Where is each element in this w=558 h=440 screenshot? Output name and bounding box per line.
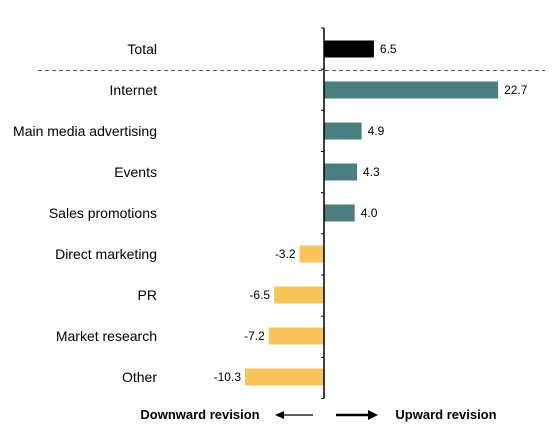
bar-other bbox=[245, 368, 324, 386]
bar-direct-marketing bbox=[299, 245, 324, 263]
category-label-other: Other bbox=[122, 369, 157, 385]
bar-sales-promotions bbox=[324, 204, 355, 222]
axis-layer bbox=[321, 27, 325, 399]
bars-layer bbox=[245, 40, 499, 386]
value-label-direct-marketing: -3.2 bbox=[275, 247, 296, 261]
legend-upward-label: Upward revision bbox=[395, 407, 496, 422]
category-label-total: Total bbox=[127, 41, 157, 57]
category-label-main-media-advertising: Main media advertising bbox=[13, 123, 157, 139]
category-label-direct-marketing: Direct marketing bbox=[55, 246, 157, 262]
value-label-internet: 22.7 bbox=[504, 83, 528, 97]
value-label-market-research: -7.2 bbox=[244, 329, 265, 343]
left-arrow-icon bbox=[275, 411, 313, 419]
value-label-events: 4.3 bbox=[363, 165, 380, 179]
value-label-other: -10.3 bbox=[214, 370, 242, 384]
bar-pr bbox=[274, 286, 324, 304]
bar-internet bbox=[324, 81, 499, 99]
legend: Downward revision Upward revision bbox=[140, 407, 496, 422]
category-label-events: Events bbox=[114, 164, 157, 180]
value-label-total: 6.5 bbox=[380, 42, 397, 56]
value-label-pr: -6.5 bbox=[249, 288, 270, 302]
bar-events bbox=[324, 163, 357, 181]
category-label-sales-promotions: Sales promotions bbox=[49, 205, 157, 221]
legend-downward-label: Downward revision bbox=[140, 407, 259, 422]
value-label-main-media-advertising: 4.9 bbox=[368, 124, 385, 138]
category-label-internet: Internet bbox=[110, 82, 158, 98]
value-labels: 6.5 22.7 4.9 4.3 4.0 -3.2 -6.5 -7.2 -10.3 bbox=[214, 42, 528, 384]
bar-main-media-advertising bbox=[324, 122, 362, 140]
bar-market-research bbox=[268, 327, 324, 345]
right-arrow-icon bbox=[336, 410, 378, 420]
category-label-pr: PR bbox=[138, 287, 157, 303]
category-labels: Total Internet Main media advertising Event… bbox=[13, 41, 157, 385]
category-label-market-research: Market research bbox=[56, 328, 157, 344]
value-label-sales-promotions: 4.0 bbox=[361, 206, 378, 220]
bar-total bbox=[324, 40, 374, 58]
